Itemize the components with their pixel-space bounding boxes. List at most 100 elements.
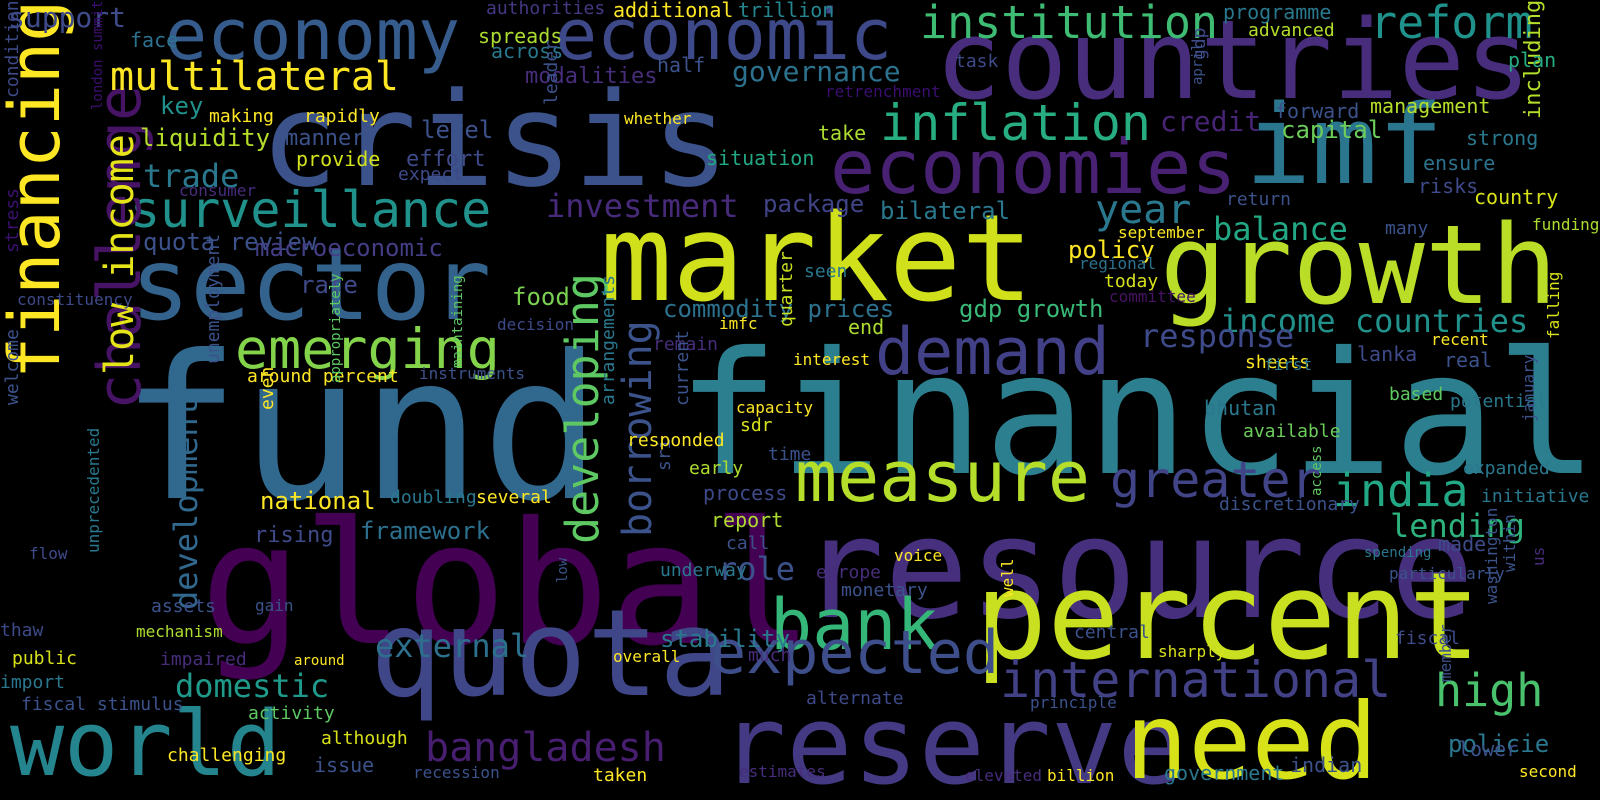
cloud-word: principle bbox=[1030, 693, 1117, 712]
cloud-word: import bbox=[0, 672, 66, 693]
cloud-word: sheets bbox=[1245, 352, 1311, 373]
cloud-word: package bbox=[763, 190, 865, 218]
cloud-word: countries bbox=[935, 0, 1532, 124]
cloud-word: recent bbox=[1431, 330, 1489, 349]
cloud-word: crisis bbox=[260, 64, 730, 216]
cloud-word: responded bbox=[627, 430, 725, 451]
cloud-word: unprecedented bbox=[84, 427, 103, 553]
cloud-word: market bbox=[600, 190, 1034, 329]
cloud-word: fiscal stimulus bbox=[21, 694, 184, 715]
cloud-word: stability bbox=[660, 625, 791, 653]
cloud-word: trillion bbox=[738, 0, 835, 22]
cloud-word: call bbox=[726, 533, 770, 554]
cloud-word: time bbox=[768, 444, 812, 465]
cloud-word: elevated bbox=[965, 766, 1043, 785]
cloud-word: central bbox=[1074, 622, 1150, 643]
cloud-word: end bbox=[848, 315, 885, 339]
cloud-word: washington bbox=[1482, 507, 1501, 604]
cloud-word: although bbox=[321, 728, 408, 749]
cloud-word: demand bbox=[875, 315, 1110, 390]
cloud-word: whether bbox=[624, 109, 692, 128]
cloud-word: level bbox=[421, 116, 494, 144]
cloud-word: expanded bbox=[1463, 458, 1550, 479]
cloud-word: bilateral bbox=[880, 197, 1011, 225]
cloud-word: welcome bbox=[2, 329, 23, 405]
cloud-word: plan bbox=[1508, 48, 1557, 72]
cloud-word: economy bbox=[165, 0, 461, 76]
cloud-word: domestic bbox=[175, 667, 330, 705]
cloud-word: credit bbox=[1160, 105, 1262, 138]
cloud-word: around percent bbox=[247, 366, 399, 387]
cloud-word: spending bbox=[1364, 545, 1432, 561]
cloud-word: role bbox=[718, 550, 796, 588]
cloud-word: london summit bbox=[90, 0, 106, 110]
cloud-word: task bbox=[955, 51, 999, 72]
cloud-word: process bbox=[703, 481, 788, 505]
cloud-word: arrangements bbox=[598, 274, 619, 405]
cloud-word: management bbox=[1370, 94, 1491, 118]
cloud-word: many bbox=[1385, 218, 1429, 239]
cloud-word: rising bbox=[254, 523, 334, 548]
cloud-word: particularly bbox=[1389, 564, 1505, 583]
cloud-word: early bbox=[689, 458, 744, 479]
cloud-word: imf bbox=[1245, 81, 1444, 209]
cloud-word: liquidity bbox=[140, 124, 271, 152]
cloud-word: maintaining bbox=[450, 275, 466, 368]
cloud-word: europe bbox=[816, 562, 882, 583]
cloud-word: constituency bbox=[17, 290, 133, 309]
cloud-word: development bbox=[167, 398, 205, 610]
cloud-word: sector bbox=[130, 226, 492, 343]
cloud-word: financial bbox=[676, 316, 1598, 514]
cloud-word: flow bbox=[29, 544, 68, 563]
cloud-word: indian bbox=[1290, 753, 1363, 777]
cloud-word: assets bbox=[151, 596, 217, 617]
cloud-word: potential bbox=[1450, 391, 1548, 412]
cloud-word: public bbox=[12, 648, 78, 669]
cloud-word: quota bbox=[370, 585, 732, 724]
cloud-word: food bbox=[512, 283, 570, 311]
cloud-word: income countries bbox=[1220, 302, 1529, 340]
cloud-word: resource bbox=[800, 488, 1475, 651]
cloud-word: stress bbox=[2, 187, 23, 253]
cloud-word: effort bbox=[406, 147, 486, 172]
cloud-word: low income bbox=[97, 134, 143, 375]
cloud-word: access bbox=[1309, 445, 1325, 496]
cloud-word: greater bbox=[1110, 451, 1321, 509]
cloud-word: high bbox=[1435, 664, 1544, 717]
cloud-word: authorities bbox=[486, 0, 606, 19]
cloud-word: advanced bbox=[1248, 20, 1335, 41]
cloud-word: inflation bbox=[880, 94, 1151, 152]
cloud-word: bhutan bbox=[1204, 396, 1277, 420]
cloud-word: member bbox=[1436, 624, 1455, 682]
cloud-word: activity bbox=[248, 703, 335, 724]
cloud-word: us bbox=[1529, 546, 1548, 566]
cloud-word: instruments bbox=[419, 364, 525, 383]
cloud-word: sdr bbox=[740, 415, 773, 436]
cloud-word: interest bbox=[793, 350, 871, 369]
cloud-word: reserve bbox=[720, 681, 1184, 800]
cloud-word: capacity bbox=[736, 398, 814, 417]
cloud-word: sharply bbox=[1158, 642, 1226, 661]
cloud-word: seen bbox=[804, 261, 848, 282]
cloud-word: gdp growth bbox=[959, 295, 1104, 323]
cloud-word: lending bbox=[1390, 507, 1525, 545]
cloud-word: making bbox=[209, 106, 275, 127]
cloud-word: monetary bbox=[841, 580, 928, 601]
cloud-word: even bbox=[257, 366, 278, 410]
cloud-word: rapidly bbox=[304, 106, 380, 127]
cloud-word: programme bbox=[1223, 0, 1332, 24]
cloud-word: expect bbox=[398, 164, 464, 185]
cloud-word: modalities bbox=[525, 64, 658, 89]
cloud-word: doubling bbox=[390, 487, 477, 508]
cloud-word: situation bbox=[706, 146, 815, 170]
cloud-word: fiscal bbox=[1395, 628, 1461, 649]
cloud-word: growth bbox=[1160, 201, 1558, 329]
cloud-word: across bbox=[491, 39, 564, 63]
cloud-word: retrenchment bbox=[825, 82, 941, 101]
cloud-word: voice bbox=[894, 546, 943, 565]
cloud-word: reform bbox=[1370, 0, 1533, 49]
cloud-word: macroeconomic bbox=[255, 234, 443, 262]
cloud-word: much bbox=[748, 645, 792, 666]
cloud-word: borrowing bbox=[615, 320, 661, 537]
cloud-word: capital bbox=[1281, 116, 1383, 144]
